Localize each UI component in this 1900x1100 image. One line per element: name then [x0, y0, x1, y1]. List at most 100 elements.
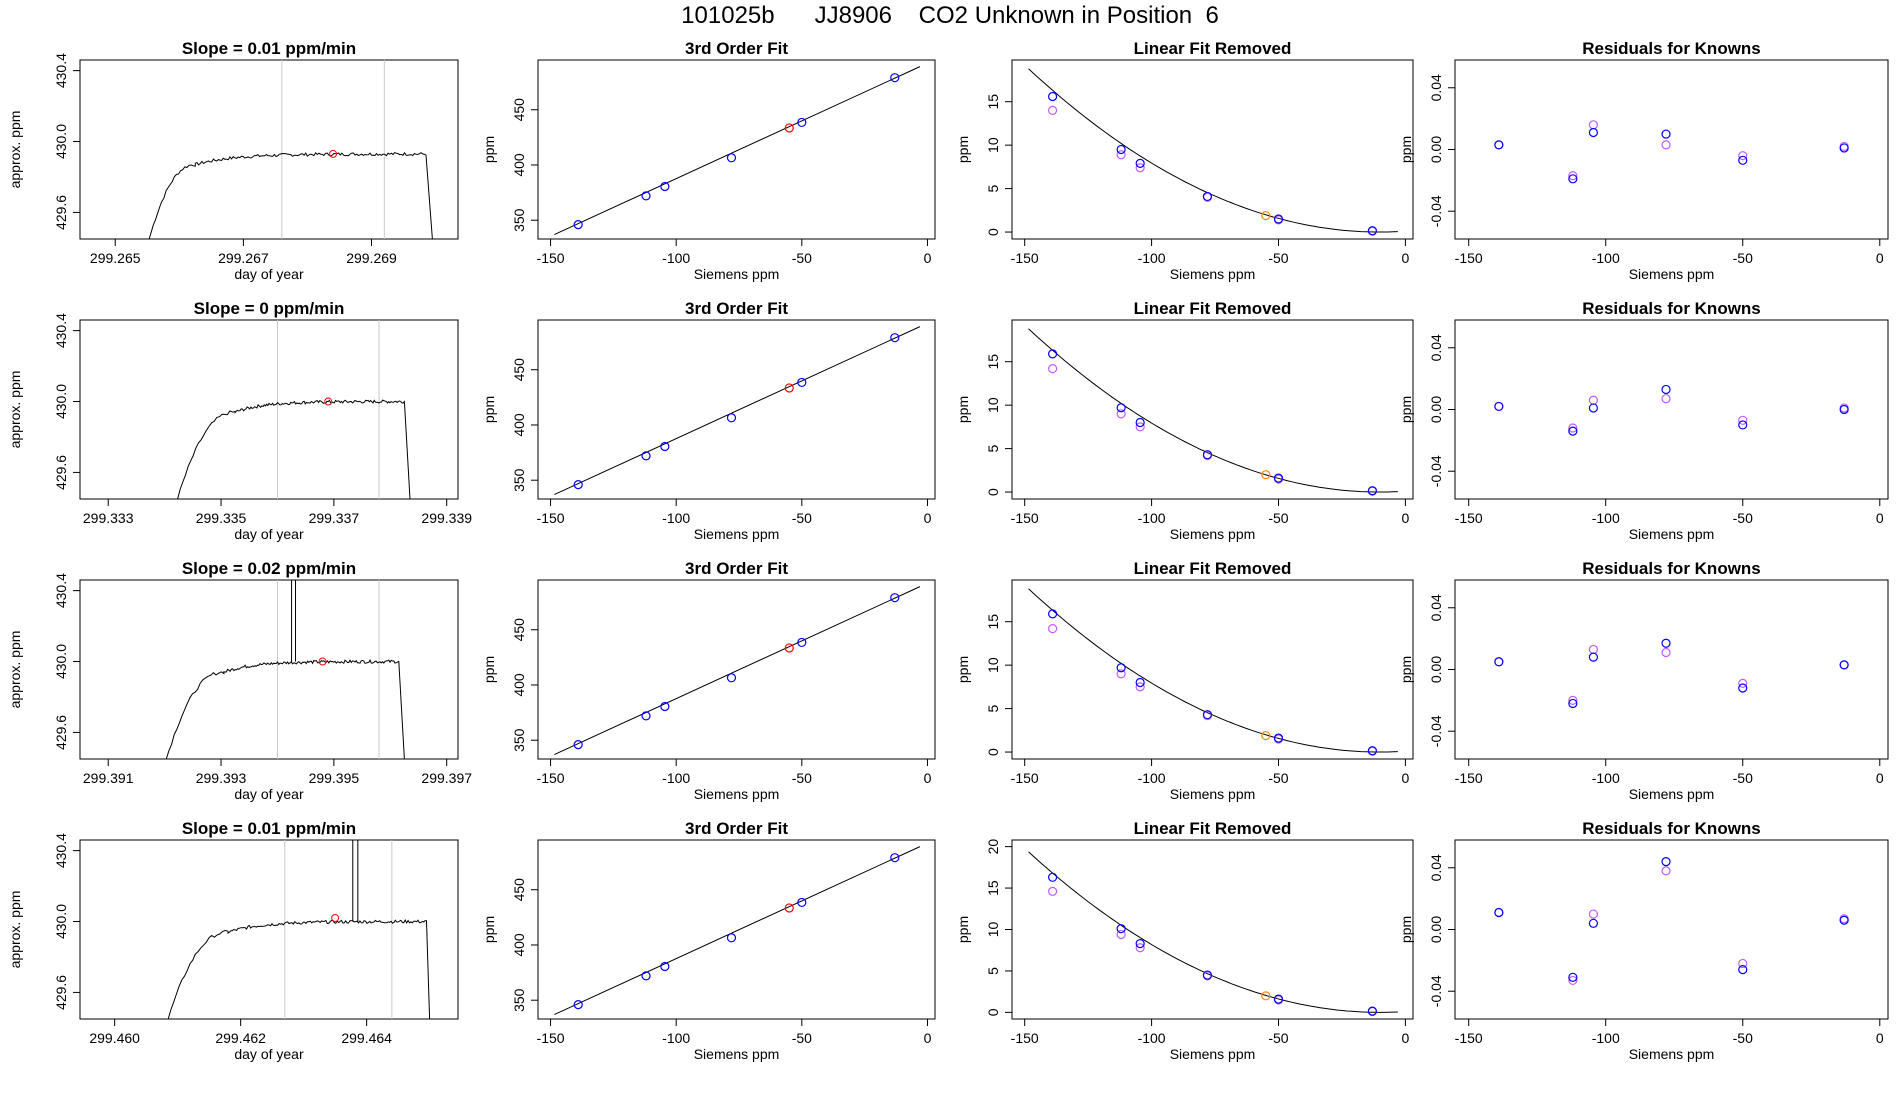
chart-panel: Linear Fit Removed -150 -100 -50 0 Siemens pp…: [955, 819, 1414, 1062]
x-tick-label: -100: [1138, 510, 1166, 526]
y-tick-label: 0.00: [1428, 916, 1444, 943]
y-tick-label: 430.4: [53, 53, 69, 88]
y-tick-label: 430.4: [53, 833, 69, 868]
known-point-violet: [1116, 409, 1126, 419]
y-tick-label: 429.6: [53, 455, 69, 490]
y-tick-label: 15: [985, 614, 1001, 630]
chart-panel: Slope = 0 ppm/min 299.333 299.335 299.337 29…: [7, 299, 472, 542]
x-tick-label: -100: [1138, 1030, 1166, 1046]
known-point-blue: [1048, 91, 1058, 102]
y-axis-label: ppm: [481, 396, 497, 423]
known-point-blue: [1273, 994, 1284, 1004]
x-tick-label: -100: [662, 510, 690, 526]
known-point-violet: [1738, 678, 1748, 688]
x-tick-label: 0: [924, 250, 932, 266]
x-tick-label: 299.393: [196, 770, 247, 786]
x-tick-label: 299.395: [309, 770, 360, 786]
known-point-violet: [1568, 695, 1578, 705]
known-point-blue: [1135, 417, 1145, 428]
known-point-blue: [1494, 140, 1504, 150]
known-point-violet: [1588, 644, 1598, 655]
y-tick-label: 5: [985, 185, 1001, 193]
plot-frame: [1454, 839, 1889, 1020]
known-point: [573, 220, 583, 230]
panel-title: Linear Fit Removed: [1134, 299, 1292, 318]
chart-panel: Linear Fit Removed -150 -100 -50 0 Siemens pp…: [955, 559, 1414, 802]
known-point-blue: [1367, 746, 1377, 756]
panel-title: Residuals for Knowns: [1582, 299, 1761, 318]
x-tick-label: -50: [1268, 510, 1288, 526]
plot-frame: [79, 839, 459, 1020]
unknown-point: [1261, 991, 1271, 1001]
panel-title: Residuals for Knowns: [1582, 559, 1761, 578]
y-tick-label: 430.4: [53, 313, 69, 348]
y-tick-label: 350: [511, 728, 527, 752]
known-point-blue: [1202, 191, 1213, 202]
known-point-blue: [1588, 918, 1598, 928]
known-point: [890, 853, 900, 863]
y-axis-label: ppm: [955, 916, 971, 943]
panel-title: Linear Fit Removed: [1134, 819, 1292, 838]
known-point-blue: [1588, 403, 1598, 413]
y-tick-label: 20: [985, 839, 1001, 855]
sample-marker: [324, 397, 333, 406]
known-point-blue: [1116, 924, 1126, 934]
known-point-blue: [1202, 450, 1213, 460]
chart-panel: 3rd Order Fit -150 -100 -50 0 Siemens ppm 350 4…: [481, 299, 936, 542]
known-point: [726, 413, 737, 423]
panel-title: Residuals for Knowns: [1582, 819, 1761, 838]
x-tick-label: -50: [1733, 250, 1753, 266]
known-point: [641, 451, 651, 461]
x-axis-label: Siemens ppm: [1629, 1046, 1715, 1062]
known-point: [641, 711, 651, 721]
x-tick-label: 0: [1401, 510, 1409, 526]
y-tick-label: 450: [511, 618, 527, 642]
known-point-violet: [1568, 423, 1578, 433]
x-tick-label: 0: [924, 1030, 932, 1046]
x-axis-label: Siemens ppm: [1170, 786, 1256, 802]
x-axis-label: Siemens ppm: [1170, 526, 1256, 542]
x-tick-label: -100: [1592, 770, 1620, 786]
fit-line: [554, 326, 921, 496]
y-axis-label: approx. ppm: [7, 891, 23, 969]
x-tick-label: -150: [537, 250, 565, 266]
x-tick-label: 299.265: [90, 250, 141, 266]
y-axis-label: ppm: [1398, 136, 1414, 163]
known-point-violet: [1568, 171, 1578, 181]
panel-title: Slope = 0 ppm/min: [194, 299, 345, 318]
y-tick-label: -0.04: [1428, 455, 1444, 487]
known-point: [890, 73, 900, 83]
known-point-violet: [1116, 929, 1126, 940]
y-tick-label: 400: [511, 933, 527, 957]
known-point: [641, 191, 651, 201]
known-point-blue: [1568, 174, 1578, 184]
panel-title: Linear Fit Removed: [1134, 39, 1292, 58]
known-point: [573, 740, 583, 750]
x-axis-label: Siemens ppm: [694, 1046, 780, 1062]
known-point-blue: [1494, 907, 1504, 918]
known-point: [726, 673, 737, 683]
y-axis-label: ppm: [1398, 656, 1414, 683]
plot-frame: [537, 579, 936, 760]
x-tick-label: 299.397: [421, 770, 472, 786]
x-tick-label: -100: [662, 250, 690, 266]
known-point-blue: [1048, 872, 1058, 882]
known-point: [726, 153, 737, 163]
known-point: [573, 480, 583, 490]
x-axis-label: day of year: [234, 786, 304, 802]
known-point-blue: [1738, 683, 1748, 693]
known-point-violet: [1135, 682, 1145, 692]
chart-panel: 3rd Order Fit -150 -100 -50 0 Siemens ppm 350 4…: [481, 559, 936, 802]
known-point-blue: [1367, 226, 1377, 236]
fit-curve: [1028, 588, 1398, 753]
trace-line: [148, 151, 433, 240]
y-axis-label: approx. ppm: [7, 371, 23, 449]
y-tick-label: 450: [511, 98, 527, 122]
plot-frame: [537, 59, 936, 240]
known-point-violet: [1135, 163, 1145, 173]
unknown-point: [784, 903, 794, 913]
plot-frame: [1454, 319, 1889, 500]
y-tick-label: 430.0: [53, 124, 69, 159]
known-point-blue: [1048, 349, 1058, 359]
x-tick-label: -100: [662, 770, 690, 786]
